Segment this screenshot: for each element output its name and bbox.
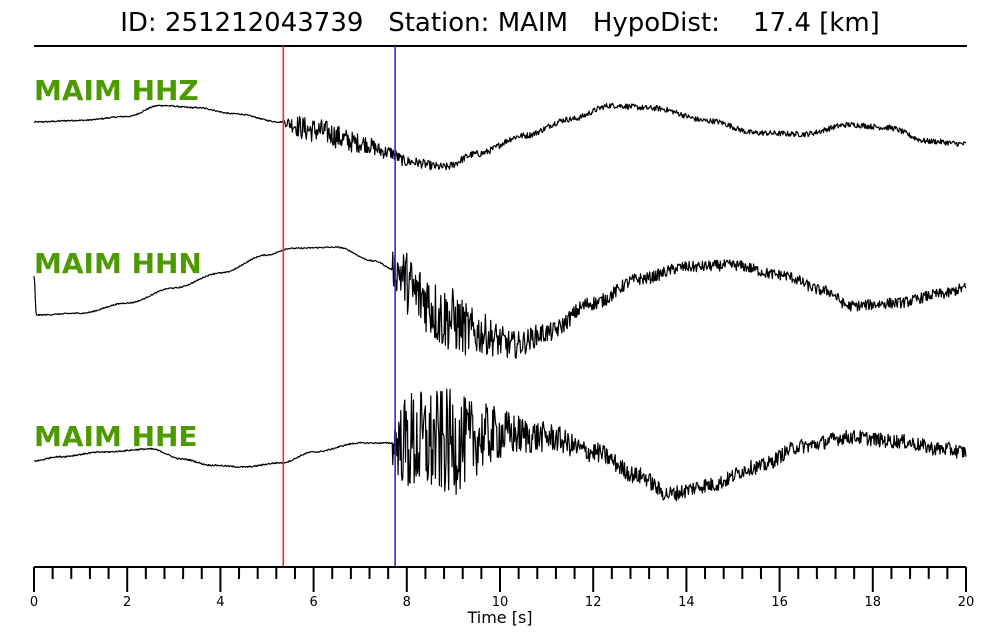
- x-tick-label: 12: [585, 595, 602, 610]
- trace-line-2: [33, 246, 967, 359]
- event-id-label: ID:: [120, 8, 157, 38]
- x-tick-label: 14: [678, 595, 695, 610]
- trace-line-1: [33, 102, 966, 171]
- hypodist-label: HypoDist:: [592, 8, 720, 38]
- station-value: MAIM: [497, 8, 569, 38]
- trace-label-2: MAIM HHN: [34, 247, 202, 280]
- x-tick-label: 8: [403, 595, 411, 610]
- phase-picks-group: [282, 46, 396, 567]
- hypodist-value: 17.4: [752, 8, 811, 38]
- x-tick-label: 10: [492, 595, 509, 610]
- station-label: Station:: [388, 8, 490, 38]
- time-axis: 0 2 4 6 8 10 12 14 16 18 20 Time [s]: [30, 566, 975, 627]
- x-tick-label: 2: [123, 595, 131, 610]
- trace-labels-group: MAIM HHZ MAIM HHN MAIM HHE: [34, 74, 202, 453]
- trace-label-3: MAIM HHE: [34, 420, 198, 453]
- x-tick-label: 18: [865, 595, 882, 610]
- title-rule: [34, 45, 967, 47]
- traces-group: [33, 102, 967, 502]
- plot-title: ID: 251212043739 Station: MAIM HypoDist:…: [0, 8, 1000, 38]
- x-tick-label: 16: [771, 595, 788, 610]
- x-tick-label: 20: [958, 595, 975, 610]
- x-tick-label: 0: [30, 595, 38, 610]
- trace-line-3: [33, 388, 967, 502]
- x-tick-label: 4: [216, 595, 224, 610]
- x-axis-label: Time [s]: [466, 608, 532, 627]
- hypodist-unit: [km]: [819, 8, 880, 38]
- x-tick-label: 6: [309, 595, 317, 610]
- trace-label-1: MAIM HHZ: [34, 74, 199, 107]
- event-id-value: 251212043739: [164, 8, 364, 38]
